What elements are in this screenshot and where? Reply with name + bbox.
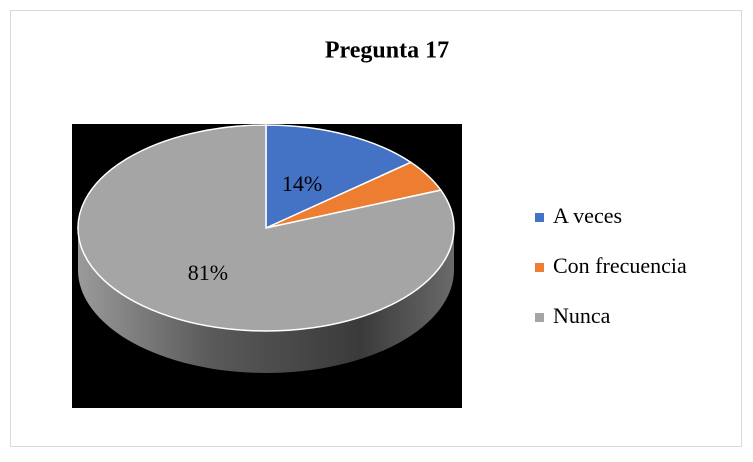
legend-label: Nunca (553, 303, 611, 328)
legend-swatch (535, 263, 544, 272)
legend-label: Con frecuencia (553, 253, 687, 278)
legend-swatch (535, 213, 544, 222)
pie-slice (77, 124, 455, 332)
chart-title: Pregunta 17 (325, 38, 449, 64)
data-label: 14% (282, 171, 322, 196)
pie-slice (265, 124, 413, 230)
legend-swatch (535, 313, 544, 322)
legend: A veces Con frecuencia Nunca (535, 203, 687, 328)
legend-label: A veces (553, 203, 622, 228)
pie: 14% 81% (77, 124, 455, 373)
pie-side (78, 228, 454, 373)
data-label: 81% (188, 260, 228, 285)
label-dot (458, 170, 462, 174)
